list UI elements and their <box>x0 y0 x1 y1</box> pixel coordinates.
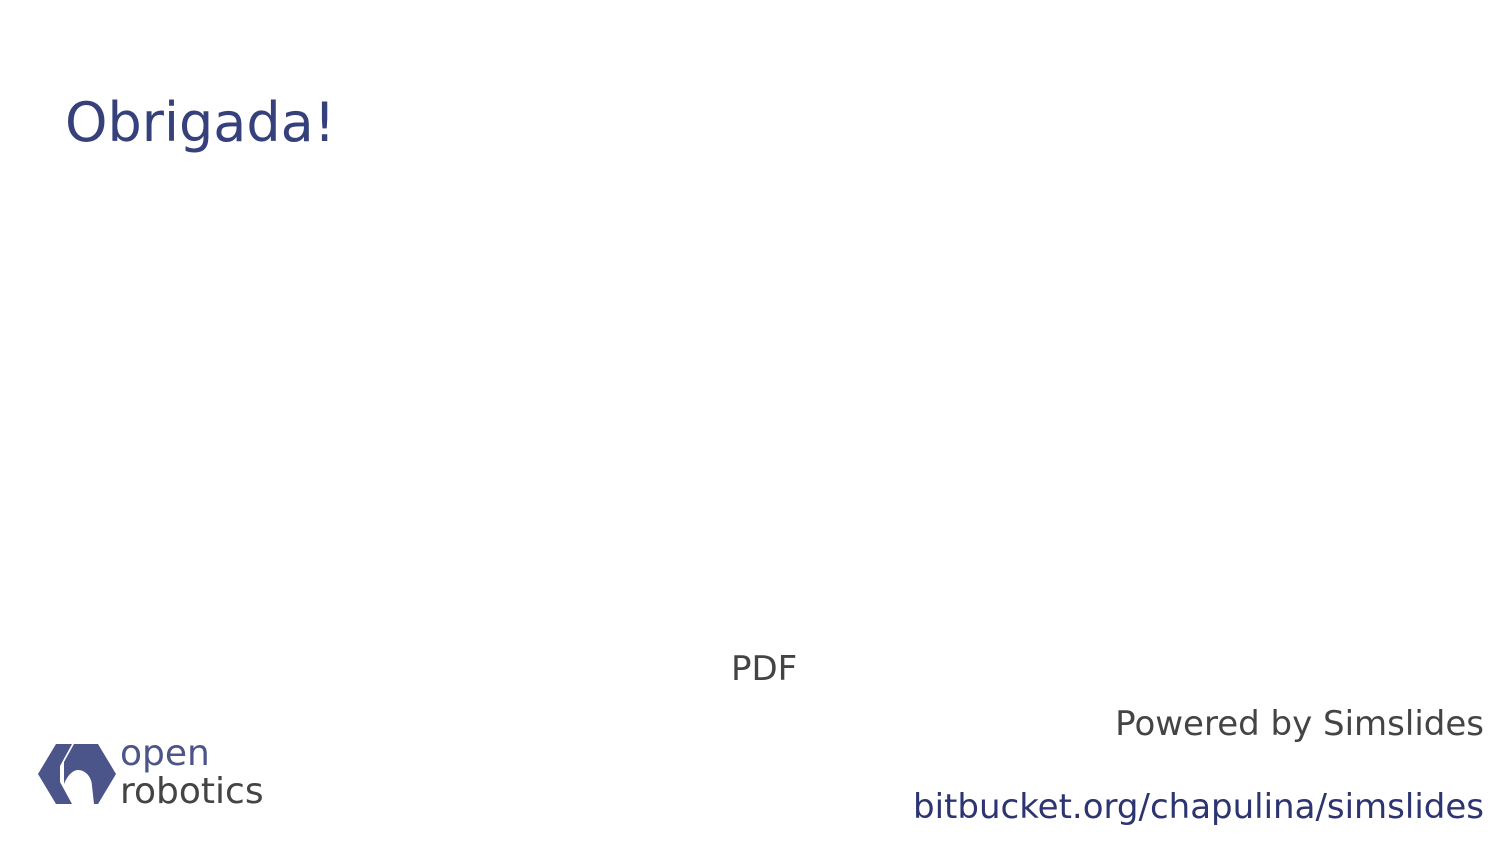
repo-link[interactable]: bitbucket.org/chapulina/simslides <box>913 787 1484 827</box>
slide-title: Obrigada! <box>65 91 336 154</box>
powered-by-text: Powered by Simslides <box>1115 704 1484 744</box>
logo-text-robotics: robotics <box>120 771 264 812</box>
logo-text-open: open <box>120 733 210 774</box>
open-robotics-logo-mark-icon <box>38 744 116 804</box>
open-robotics-logo: open robotics <box>38 736 278 812</box>
pdf-link[interactable]: PDF <box>731 649 798 689</box>
